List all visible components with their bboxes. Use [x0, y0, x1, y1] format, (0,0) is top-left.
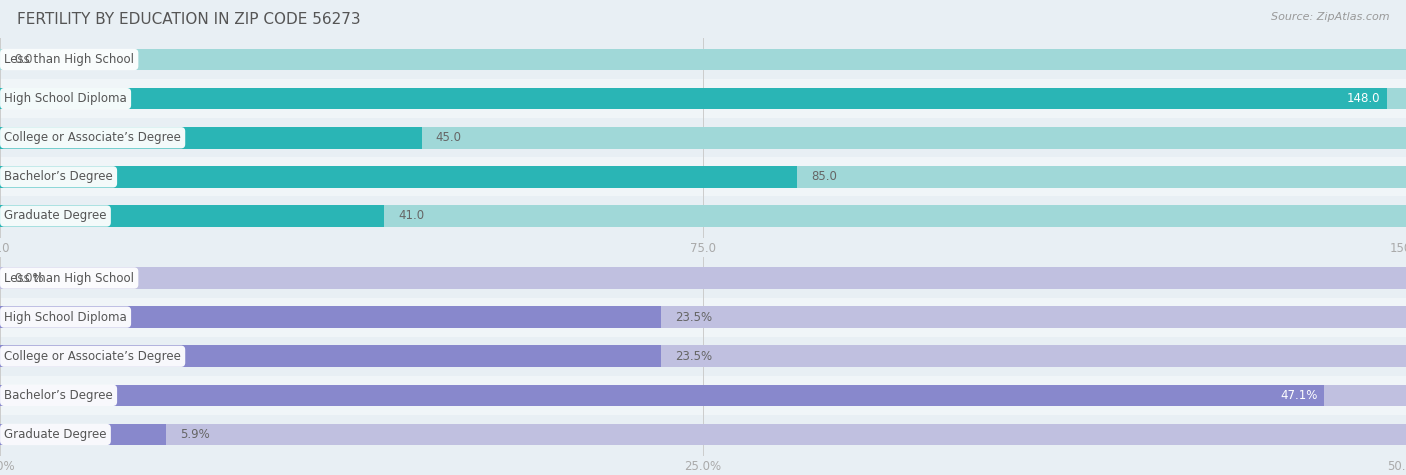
Bar: [0, 424, 166, 445]
Bar: [0, 49, 1406, 70]
Text: 148.0: 148.0: [1347, 92, 1381, 105]
Text: Source: ZipAtlas.com: Source: ZipAtlas.com: [1271, 12, 1389, 22]
Bar: [0, 79, 1406, 118]
Text: Graduate Degree: Graduate Degree: [4, 428, 107, 441]
Text: 0.0%: 0.0%: [14, 272, 44, 285]
Bar: [0, 297, 1406, 337]
Bar: [0, 127, 422, 149]
Bar: [0, 337, 1406, 376]
Bar: [0, 88, 1388, 109]
Text: 85.0: 85.0: [811, 171, 837, 183]
Text: 0.0: 0.0: [14, 53, 32, 66]
Text: Less than High School: Less than High School: [4, 53, 134, 66]
Text: 47.1%: 47.1%: [1279, 389, 1317, 402]
Bar: [0, 127, 1406, 149]
Text: High School Diploma: High School Diploma: [4, 92, 127, 105]
Text: High School Diploma: High School Diploma: [4, 311, 127, 323]
Text: College or Associate’s Degree: College or Associate’s Degree: [4, 350, 181, 363]
Bar: [0, 166, 1406, 188]
Text: FERTILITY BY EDUCATION IN ZIP CODE 56273: FERTILITY BY EDUCATION IN ZIP CODE 56273: [17, 12, 360, 27]
Bar: [0, 40, 1406, 79]
Text: Graduate Degree: Graduate Degree: [4, 209, 107, 222]
Bar: [0, 424, 1406, 445]
Text: Bachelor’s Degree: Bachelor’s Degree: [4, 389, 112, 402]
Text: Less than High School: Less than High School: [4, 272, 134, 285]
Bar: [0, 385, 1406, 406]
Bar: [0, 306, 1406, 328]
Bar: [0, 385, 1324, 406]
Bar: [0, 197, 1406, 236]
Text: Bachelor’s Degree: Bachelor’s Degree: [4, 171, 112, 183]
Bar: [0, 345, 661, 367]
Bar: [0, 205, 1406, 227]
Bar: [0, 306, 661, 328]
Bar: [0, 118, 1406, 157]
Bar: [0, 166, 797, 188]
Bar: [0, 88, 1406, 109]
Text: 23.5%: 23.5%: [675, 311, 711, 323]
Text: College or Associate’s Degree: College or Associate’s Degree: [4, 131, 181, 144]
Bar: [0, 267, 1406, 289]
Bar: [0, 415, 1406, 454]
Bar: [0, 205, 384, 227]
Text: 5.9%: 5.9%: [180, 428, 209, 441]
Text: 45.0: 45.0: [436, 131, 461, 144]
Text: 23.5%: 23.5%: [675, 350, 711, 363]
Text: 41.0: 41.0: [398, 209, 425, 222]
Bar: [0, 345, 1406, 367]
Bar: [0, 376, 1406, 415]
Bar: [0, 258, 1406, 297]
Bar: [0, 157, 1406, 197]
